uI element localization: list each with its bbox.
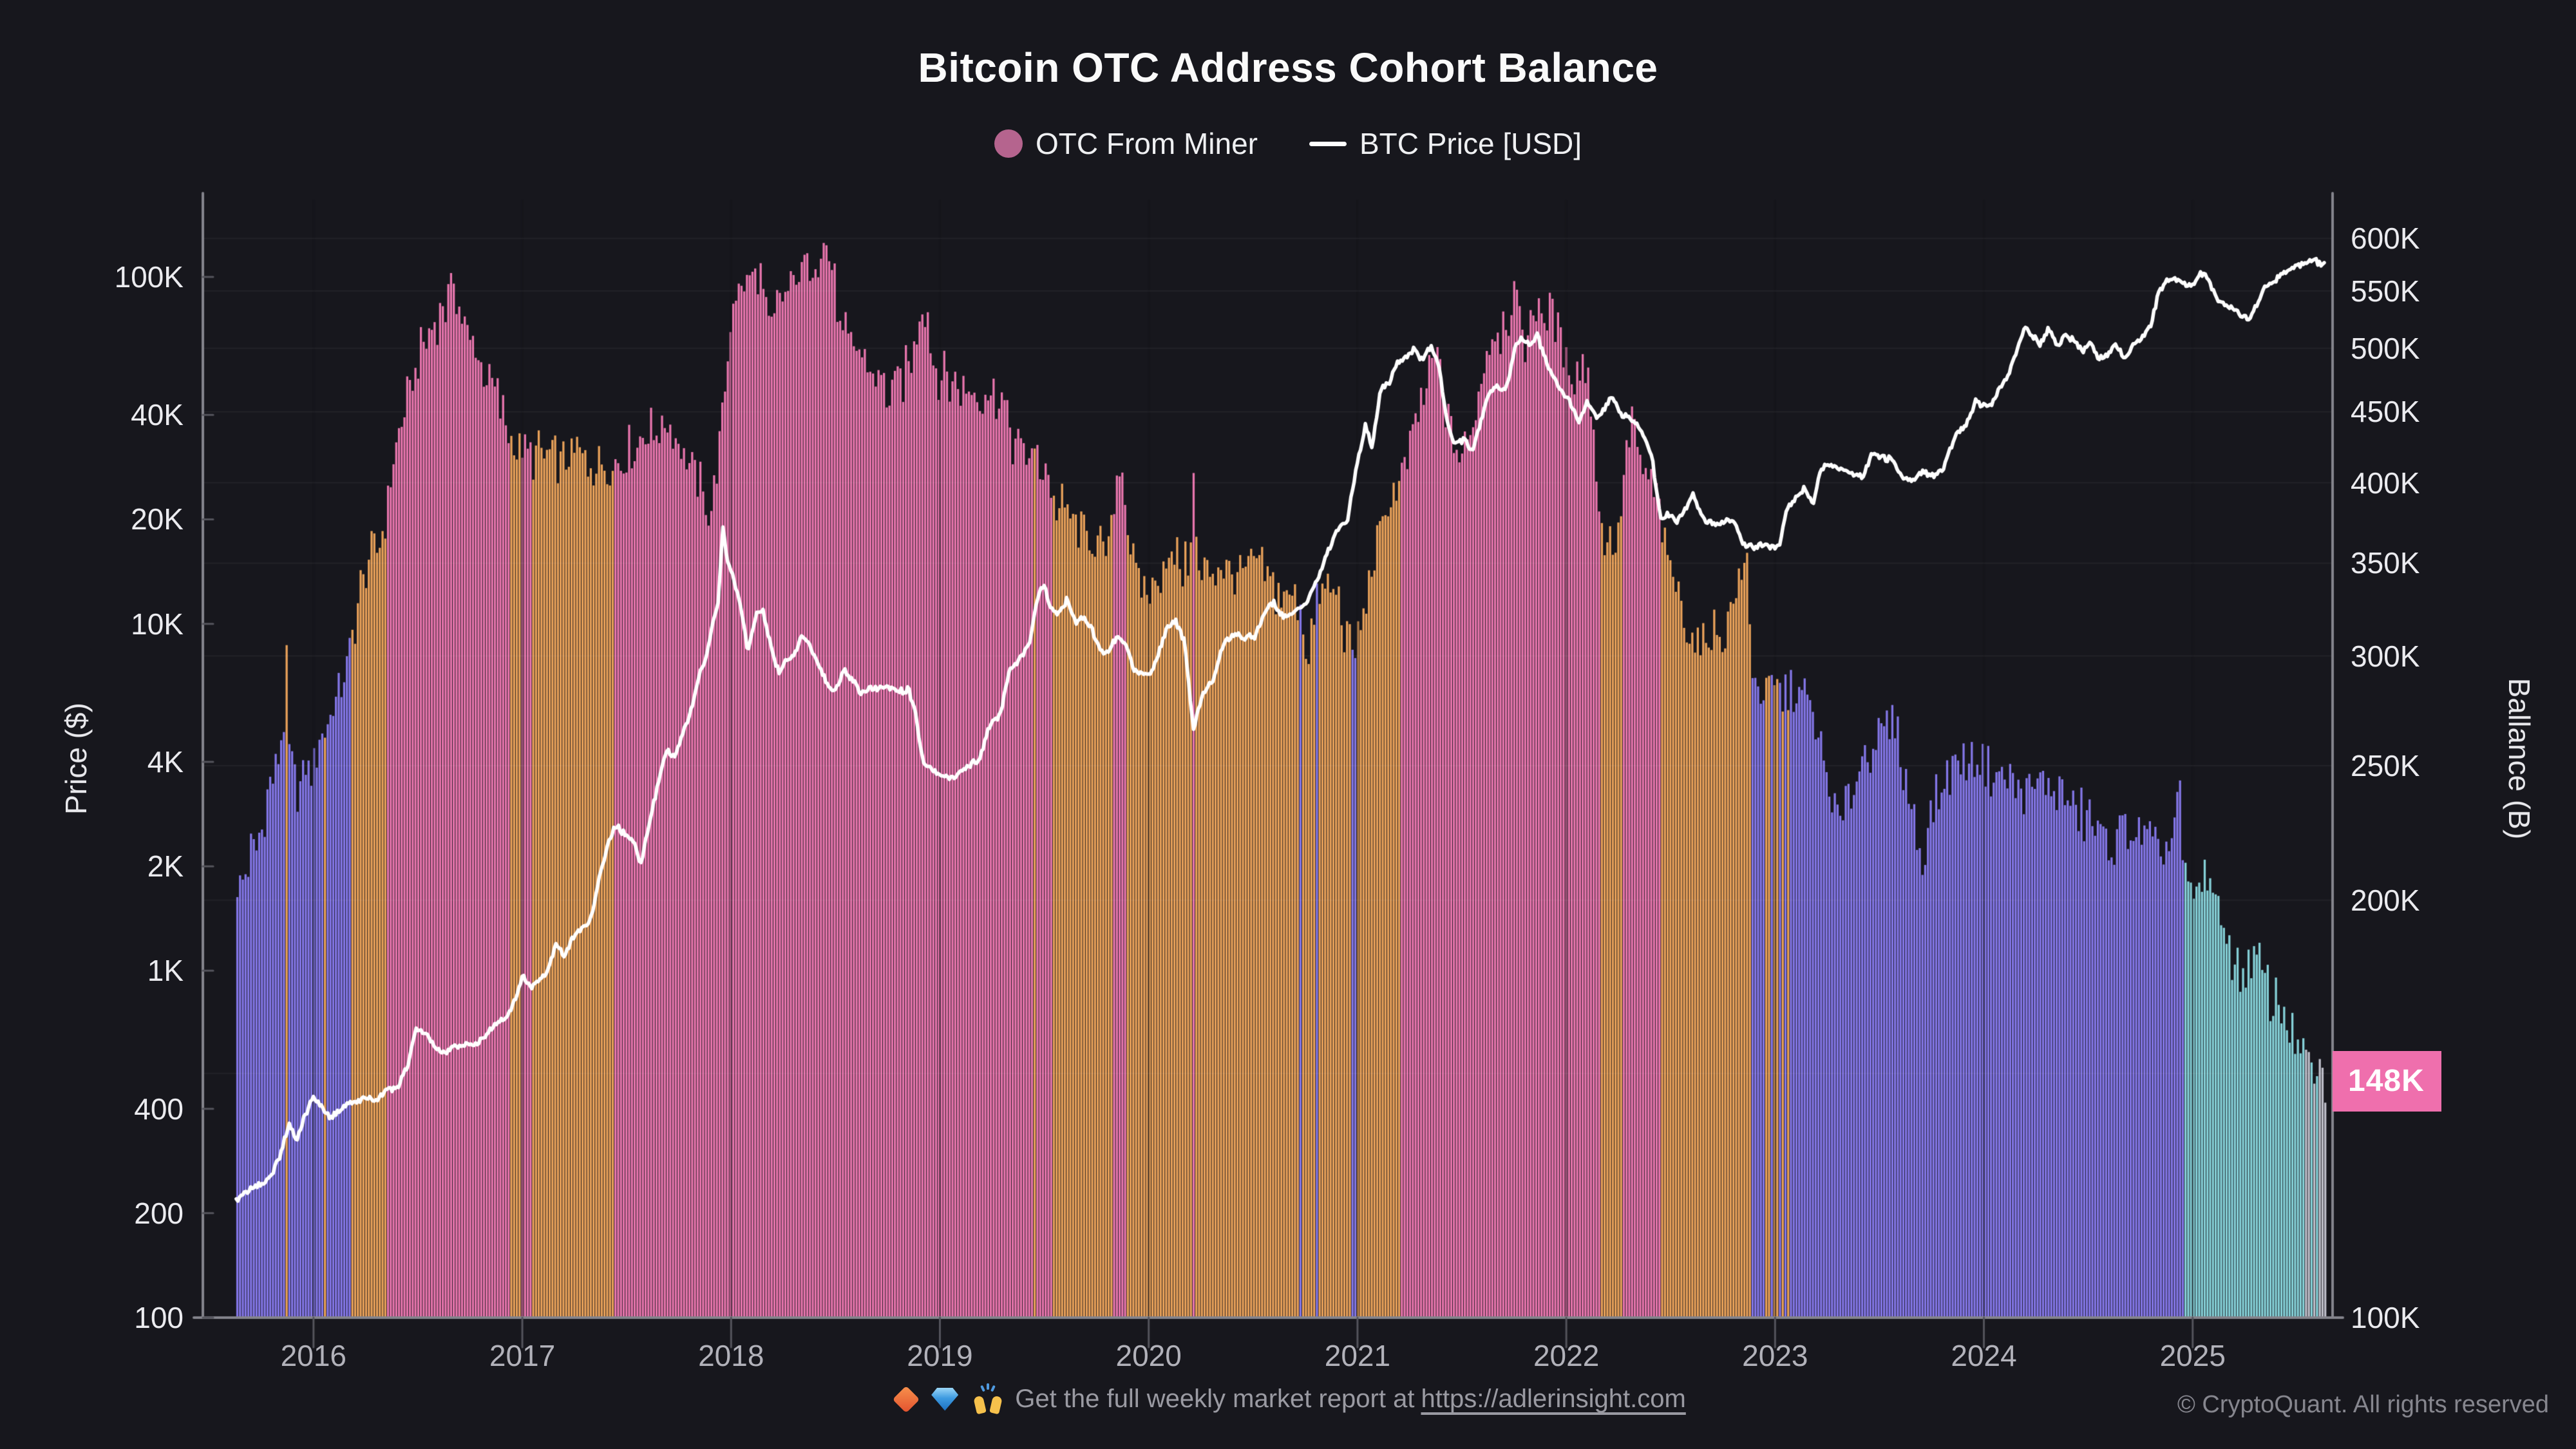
x-tick-2018: 2018	[698, 1339, 764, 1372]
footer-report-text: Get the full weekly market report at	[1015, 1385, 1415, 1413]
y-left-tick-40K: 40K	[131, 398, 184, 432]
x-tick-2025: 2025	[2159, 1339, 2226, 1372]
x-tick-2022: 2022	[1533, 1339, 1600, 1372]
page-title: Bitcoin OTC Address Cohort Balance	[918, 44, 1658, 91]
y-left-tick-1K: 1K	[147, 954, 184, 988]
x-tick-2016: 2016	[280, 1339, 346, 1372]
balance-badge: 148K	[2333, 1051, 2441, 1112]
y-left-tick-20K: 20K	[131, 502, 184, 536]
y-right-tick-200K: 200K	[2351, 883, 2420, 917]
legend-label-otc-from-miner: OTC From Miner	[1035, 127, 1258, 160]
footer: Get the full weekly market report at htt…	[0, 1383, 2576, 1414]
y-left-tick-2K: 2K	[147, 849, 184, 884]
footer-report-link[interactable]: https://adlerinsight.com	[1421, 1385, 1686, 1413]
chart-legend: OTC From Miner BTC Price [USD]	[0, 126, 2576, 161]
orange-diamond-icon	[892, 1385, 920, 1413]
blue-gem-icon	[931, 1387, 959, 1411]
y-right-tick-300K: 300K	[2351, 639, 2420, 673]
y-left-tick-10K: 10K	[131, 607, 184, 641]
y-right-tick-350K: 350K	[2351, 546, 2420, 580]
x-tick-2024: 2024	[1951, 1339, 2017, 1372]
y-left-tick-200: 200	[134, 1196, 184, 1230]
y-right-tick-400K: 400K	[2351, 466, 2420, 500]
y-left-tick-100K: 100K	[114, 260, 184, 294]
x-tick-2023: 2023	[1742, 1339, 1808, 1372]
y-left-tick-4K: 4K	[147, 745, 184, 779]
legend-dot-icon	[994, 129, 1023, 158]
y-left-tick-100: 100	[134, 1301, 184, 1334]
y-right-tick-500K: 500K	[2351, 331, 2420, 365]
y-right-tick-600K: 600K	[2351, 222, 2420, 256]
legend-line-icon	[1309, 141, 1347, 146]
y-left-tick-400: 400	[134, 1092, 184, 1126]
x-tick-2021: 2021	[1324, 1339, 1391, 1372]
legend-label-btc-price: BTC Price [USD]	[1359, 127, 1582, 160]
copyright-text: © CryptoQuant. All rights reserved	[2177, 1391, 2549, 1418]
y-right-tick-450K: 450K	[2351, 395, 2420, 429]
y-right-tick-100K: 100K	[2351, 1301, 2420, 1334]
y-right-tick-550K: 550K	[2351, 274, 2420, 308]
x-tick-2019: 2019	[907, 1339, 973, 1372]
y-right-tick-250K: 250K	[2351, 749, 2420, 783]
raised-hands-icon	[971, 1383, 1005, 1414]
x-tick-2017: 2017	[489, 1339, 556, 1372]
x-tick-2020: 2020	[1115, 1339, 1182, 1372]
